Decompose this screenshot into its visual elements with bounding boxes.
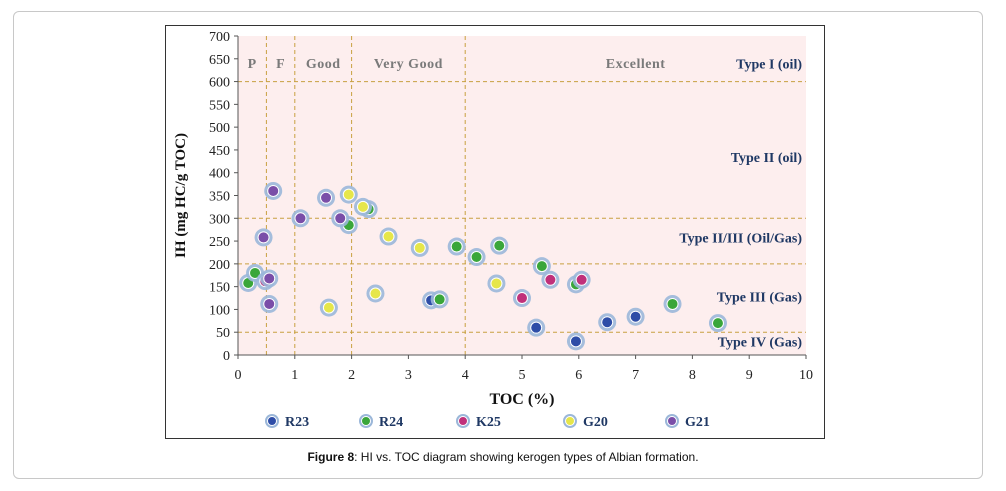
data-point-k25 bbox=[516, 292, 528, 305]
x-tick-label: 6 bbox=[575, 368, 582, 383]
data-point-g20 bbox=[369, 287, 382, 300]
legend-label-r24: R24 bbox=[379, 415, 403, 430]
y-tick-label: 450 bbox=[209, 144, 230, 159]
data-point-r24 bbox=[535, 260, 548, 273]
y-tick-label: 400 bbox=[209, 167, 230, 182]
kerogen-type-label: Type I (oil) bbox=[736, 57, 802, 72]
x-tick-label: 8 bbox=[689, 368, 696, 383]
data-point-r23 bbox=[530, 321, 543, 334]
data-point-g20 bbox=[490, 277, 503, 290]
y-tick-label: 500 bbox=[209, 121, 230, 136]
x-tick-label: 4 bbox=[462, 368, 469, 383]
legend-label-k25: K25 bbox=[476, 415, 501, 430]
caption-text: : HI vs. TOC diagram showing kerogen typ… bbox=[354, 450, 699, 464]
kerogen-type-label: Type III (Gas) bbox=[717, 291, 803, 306]
y-tick-label: 150 bbox=[209, 281, 230, 296]
y-tick-label: 100 bbox=[209, 303, 230, 318]
data-point-r24 bbox=[450, 240, 463, 253]
legend-marker-g20 bbox=[565, 416, 575, 426]
data-point-g20 bbox=[382, 230, 395, 243]
kerogen-type-label: Type II (oil) bbox=[731, 151, 803, 166]
legend-marker-r24 bbox=[361, 416, 371, 426]
legend-marker-r23 bbox=[267, 416, 277, 426]
data-point-r23 bbox=[601, 316, 614, 329]
data-point-g21 bbox=[263, 297, 276, 310]
x-axis-title: TOC (%) bbox=[489, 391, 554, 408]
y-tick-label: 350 bbox=[209, 190, 230, 205]
data-point-r24 bbox=[433, 293, 446, 306]
x-tick-label: 7 bbox=[632, 368, 639, 383]
toc-zone-label: Good bbox=[306, 57, 341, 72]
data-point-r24 bbox=[711, 317, 724, 330]
y-tick-label: 300 bbox=[209, 212, 230, 227]
legend-marker-k25 bbox=[458, 416, 468, 426]
toc-zone-label: Very Good bbox=[374, 57, 443, 72]
data-point-g20 bbox=[356, 200, 369, 213]
data-point-g21 bbox=[257, 231, 270, 244]
data-point-r23 bbox=[569, 335, 582, 348]
figure-caption: Figure 8: HI vs. TOC diagram showing ker… bbox=[0, 450, 1006, 464]
caption-label: Figure 8 bbox=[307, 450, 355, 464]
legend-label-r23: R23 bbox=[285, 415, 309, 430]
data-point-r24 bbox=[493, 239, 506, 252]
data-point-g21 bbox=[267, 184, 280, 197]
data-point-g21 bbox=[263, 272, 276, 285]
y-tick-label: 250 bbox=[209, 235, 230, 250]
data-point-r24 bbox=[470, 251, 483, 264]
data-point-g20 bbox=[413, 241, 426, 254]
legend-label-g21: G21 bbox=[685, 415, 710, 430]
y-tick-label: 650 bbox=[209, 53, 230, 68]
data-point-k25 bbox=[575, 273, 588, 286]
x-tick-label: 9 bbox=[746, 368, 753, 383]
data-point-g20 bbox=[342, 188, 355, 201]
data-point-g21 bbox=[334, 212, 347, 225]
y-tick-label: 200 bbox=[209, 258, 230, 273]
x-tick-label: 10 bbox=[799, 368, 813, 383]
data-point-k25 bbox=[544, 273, 557, 286]
x-tick-label: 3 bbox=[405, 368, 412, 383]
y-tick-label: 600 bbox=[209, 76, 230, 91]
data-point-r24 bbox=[666, 297, 679, 310]
x-tick-label: 5 bbox=[519, 368, 526, 383]
y-tick-label: 700 bbox=[209, 30, 230, 45]
y-tick-label: 50 bbox=[216, 326, 230, 341]
kerogen-type-label: Type II/III (Oil/Gas) bbox=[679, 231, 802, 246]
x-tick-label: 2 bbox=[348, 368, 355, 383]
data-point-r23 bbox=[629, 310, 642, 323]
x-tick-label: 1 bbox=[291, 368, 298, 383]
data-point-g20 bbox=[322, 301, 335, 314]
data-point-r24 bbox=[249, 266, 262, 279]
toc-zone-label: P bbox=[248, 57, 257, 72]
kerogen-type-label: Type IV (Gas) bbox=[718, 335, 803, 350]
y-tick-label: 550 bbox=[209, 98, 230, 113]
data-point-g21 bbox=[294, 212, 307, 225]
toc-zone-label: F bbox=[276, 57, 285, 72]
y-tick-label: 0 bbox=[223, 349, 230, 364]
x-tick-label: 0 bbox=[235, 368, 242, 383]
toc-zone-label: Excellent bbox=[606, 57, 666, 72]
legend-label-g20: G20 bbox=[583, 415, 608, 430]
data-point-g21 bbox=[320, 191, 333, 204]
y-axis-title: IH (mg HC/g TOC) bbox=[173, 133, 189, 258]
legend-marker-g21 bbox=[667, 416, 677, 426]
